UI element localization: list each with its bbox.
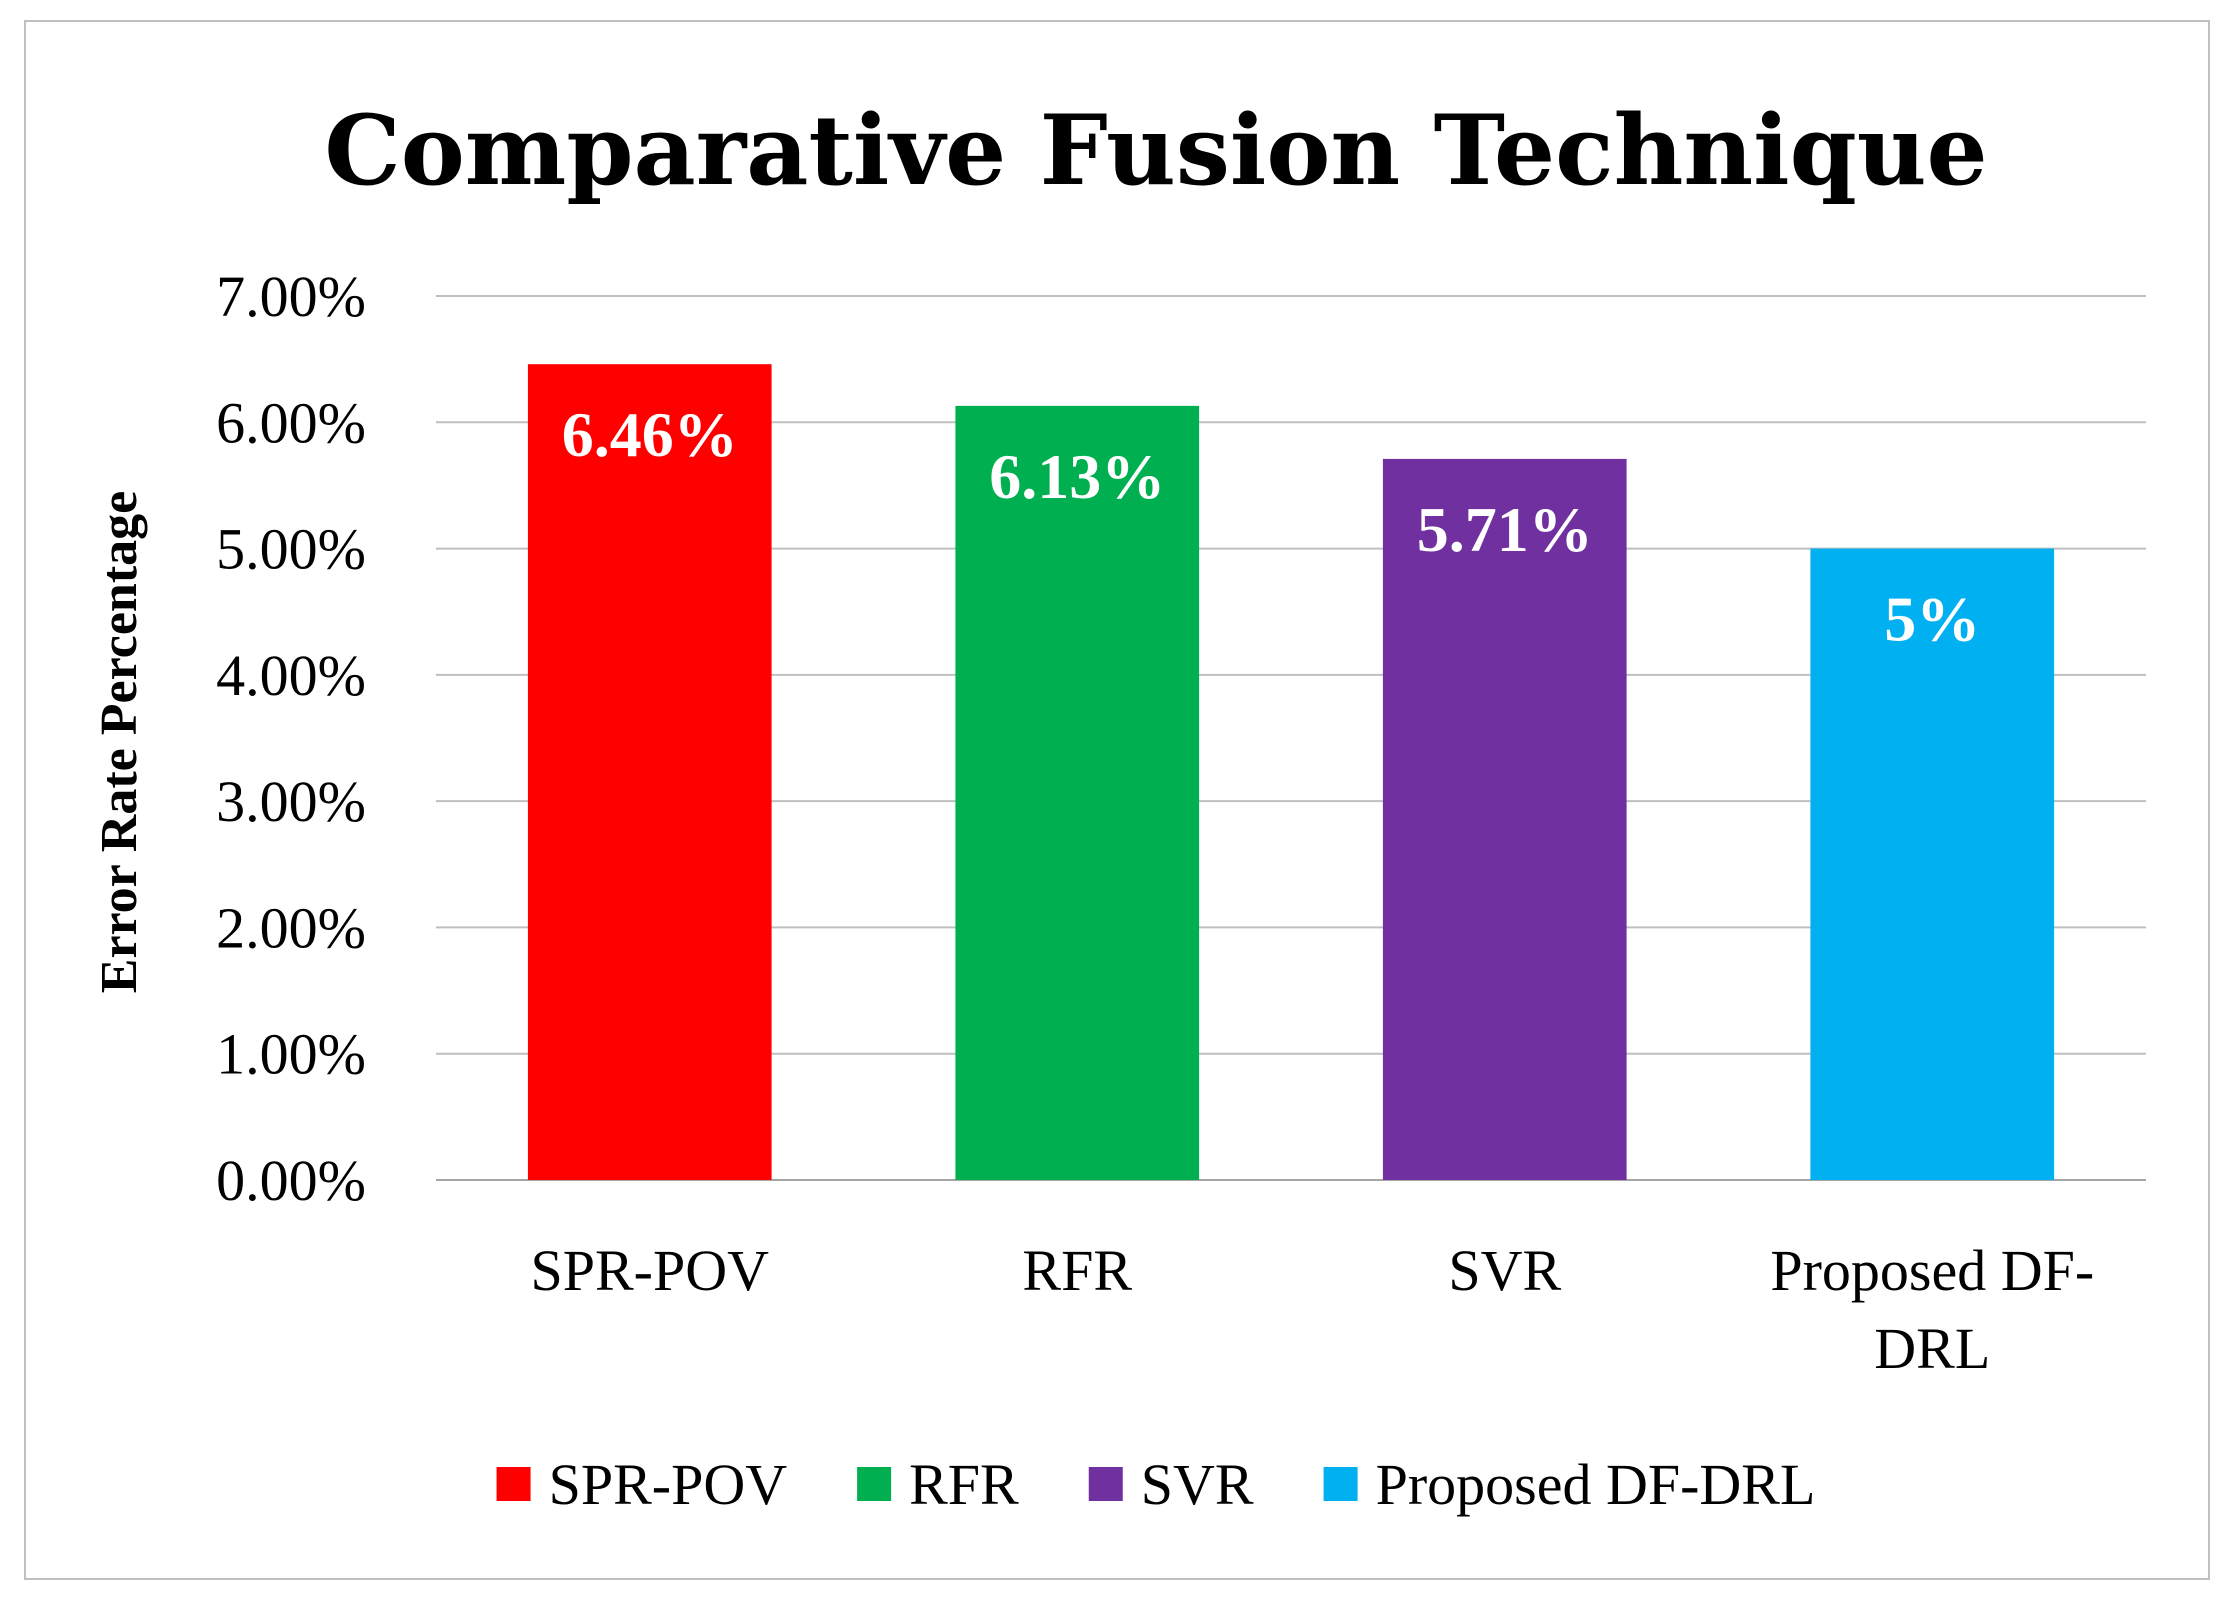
chart-title: Comparative Fusion Technique — [324, 94, 1987, 207]
legend-label: RFR — [909, 1452, 1019, 1517]
x-category-label: Proposed DF- — [1770, 1238, 2094, 1303]
y-tick-label: 4.00% — [216, 643, 366, 708]
y-axis-label: Error Rate Percentage — [91, 491, 148, 993]
bar-proposed-df-drl — [1810, 548, 2055, 1180]
bar-spr-pov — [527, 364, 772, 1180]
x-category-label: RFR — [1022, 1238, 1132, 1303]
legend-item: SVR — [1088, 1452, 1254, 1517]
legend-label: SPR-POV — [549, 1452, 788, 1517]
data-label-rfr: 6.13% — [989, 441, 1165, 512]
y-tick-label: 3.00% — [216, 769, 366, 834]
legend-item: RFR — [857, 1452, 1019, 1517]
y-axis-ticks: 0.00% 1.00% 2.00% 3.00% 4.00% 5.00% 6.00% 7.00% — [216, 264, 366, 1213]
y-tick-label: 1.00% — [216, 1022, 366, 1087]
bars: 6.46% 6.13% 5.71% 5% — [527, 364, 2055, 1181]
data-label-proposed-df-drl: 5% — [1884, 584, 1980, 655]
legend-swatch — [857, 1467, 892, 1501]
bar-chart: Comparative Fusion Technique 0.00% 1.00% 2… — [91, 94, 2146, 1517]
y-tick-label: 6.00% — [216, 390, 366, 455]
x-category-label: DRL — [1874, 1316, 1990, 1381]
legend: SPR-POV RFR SVR Proposed DF-DRL — [496, 1452, 1816, 1517]
legend-swatch — [1088, 1467, 1123, 1501]
legend-swatch — [1323, 1467, 1358, 1501]
data-label-svr: 5.71% — [1417, 494, 1593, 565]
bar-rfr — [955, 405, 1200, 1181]
y-tick-label: 7.00% — [216, 264, 366, 329]
y-tick-label: 2.00% — [216, 895, 366, 960]
chart-frame: Comparative Fusion Technique 0.00% 1.00% 2… — [24, 20, 2210, 1580]
x-axis-categories: SPR-POV RFR SVR Proposed DF- DRL — [530, 1238, 2094, 1381]
legend-label: Proposed DF-DRL — [1376, 1452, 1816, 1517]
legend-item: Proposed DF-DRL — [1323, 1452, 1816, 1517]
y-tick-label: 5.00% — [216, 517, 366, 582]
y-tick-label: 0.00% — [216, 1148, 366, 1213]
legend-item: SPR-POV — [496, 1452, 788, 1517]
x-category-label: SVR — [1448, 1238, 1561, 1303]
legend-label: SVR — [1141, 1452, 1254, 1517]
legend-swatch — [496, 1467, 531, 1501]
data-label-spr-pov: 6.46% — [562, 399, 738, 470]
x-category-label: SPR-POV — [530, 1238, 769, 1303]
bar-svr — [1382, 458, 1627, 1180]
